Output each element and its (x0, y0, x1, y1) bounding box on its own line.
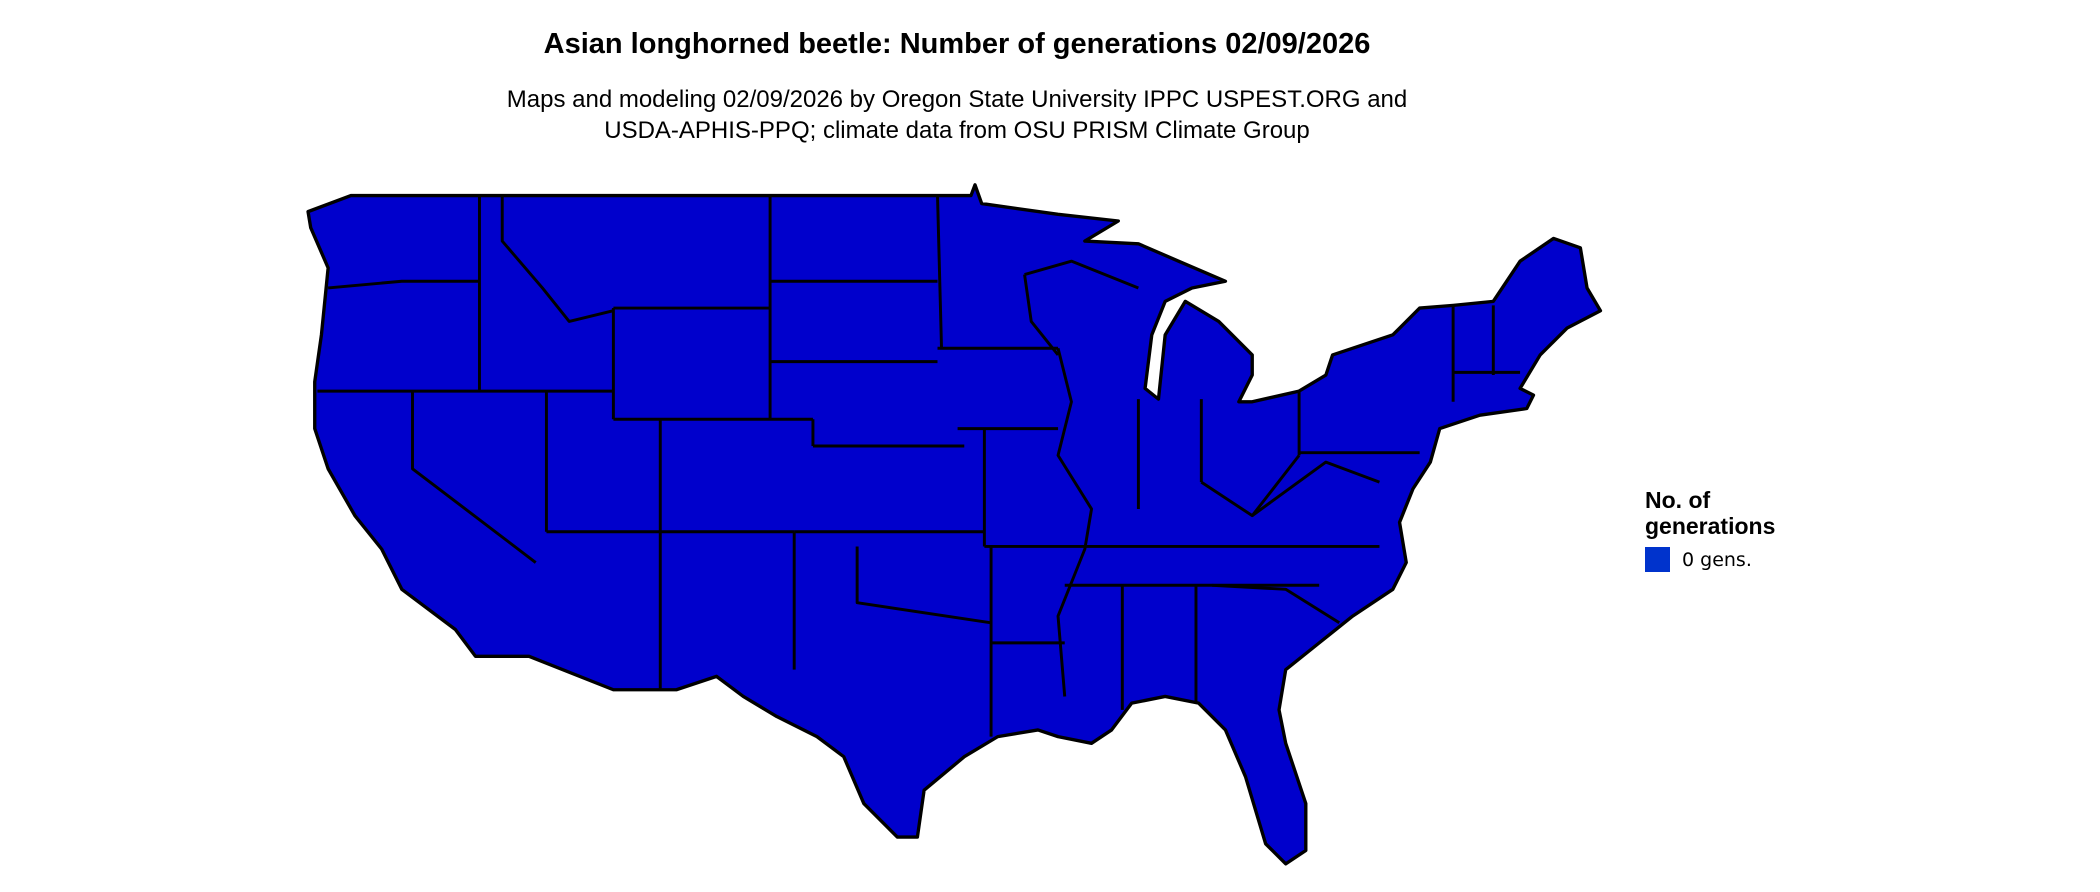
subtitle-line-1: Maps and modeling 02/09/2026 by Oregon S… (506, 86, 1408, 113)
state-border (1024, 259, 1139, 290)
state-border (1023, 274, 1060, 356)
subtitle-line-2: USDA-APHIS-PPQ; climate data from OSU PR… (604, 117, 1310, 144)
state-border (1056, 347, 1093, 697)
state-border (327, 279, 480, 290)
us-outline (306, 183, 1603, 866)
state-border (1200, 454, 1301, 518)
state-border (1211, 583, 1341, 625)
state-border (411, 391, 537, 564)
legend: No. of generations 0 gens. (1645, 487, 1775, 572)
map-subtitle: Maps and modeling 02/09/2026 by Oregon S… (0, 84, 1914, 146)
legend-title-line-1: No. of (1645, 487, 1711, 513)
legend-item: 0 gens. (1645, 547, 1775, 572)
state-border (855, 546, 992, 625)
legend-swatch (1645, 547, 1670, 572)
state-border (936, 195, 943, 349)
legend-title-line-2: generations (1645, 513, 1776, 539)
legend-label: 0 gens. (1682, 548, 1752, 571)
state-border (500, 195, 614, 323)
map-title: Asian longhorned beetle: Number of gener… (543, 28, 1371, 60)
state-border (1251, 460, 1380, 517)
state-borders (317, 195, 1521, 737)
legend-title: No. of generations (1645, 487, 1775, 539)
